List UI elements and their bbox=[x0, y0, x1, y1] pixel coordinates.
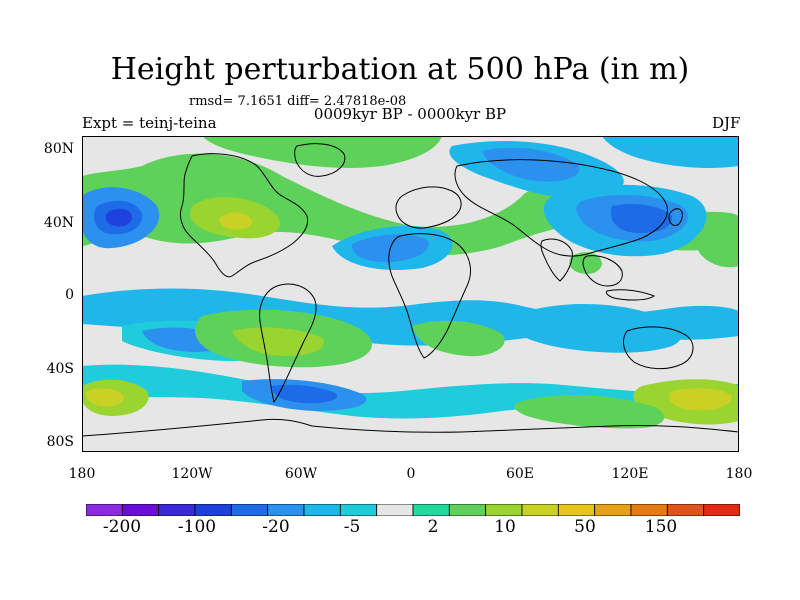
coast-europe bbox=[395, 186, 462, 229]
colorbar-box bbox=[666, 504, 705, 516]
lat-label-80n: 80N bbox=[43, 141, 74, 157]
coast-japan bbox=[668, 208, 683, 226]
colorbar-label-2: 2 bbox=[427, 517, 439, 537]
map-frame bbox=[82, 136, 739, 452]
lon-label-0: 0 bbox=[406, 466, 416, 482]
coast-australia bbox=[623, 326, 694, 370]
colorbar-box bbox=[303, 504, 341, 516]
coast-asia bbox=[454, 159, 668, 257]
contour-so-negative-core-2 bbox=[272, 384, 338, 404]
colorbar-box bbox=[448, 504, 487, 516]
colorbar-label-minus-100: -100 bbox=[177, 517, 217, 537]
colorbar-box bbox=[557, 504, 596, 516]
lon-label-180w: 180 bbox=[68, 466, 96, 482]
colorbar bbox=[86, 504, 740, 516]
contour-south-pacific-orange bbox=[86, 388, 125, 407]
colorbar-box bbox=[339, 504, 378, 516]
contour-eurasia-low-inner bbox=[482, 147, 580, 182]
colorbar-box bbox=[158, 504, 196, 516]
contour-nh-orange-spot bbox=[219, 212, 253, 230]
colorbar-box bbox=[703, 504, 740, 516]
season-label: DJF bbox=[712, 114, 741, 132]
coastlines bbox=[82, 143, 739, 437]
contour-easia-low-inner bbox=[610, 204, 673, 234]
colorbar-box bbox=[194, 504, 232, 516]
coast-greenland bbox=[294, 143, 346, 177]
lat-label-equator: 0 bbox=[65, 287, 74, 303]
colorbar-box bbox=[521, 504, 559, 516]
contour-antarctic-positive bbox=[514, 394, 665, 429]
contour-west-pacific-positive bbox=[695, 225, 739, 268]
lon-label-60w: 60W bbox=[284, 466, 318, 482]
colorbar-box bbox=[412, 504, 450, 516]
colorbar-box bbox=[630, 504, 668, 516]
plot-title: Height perturbation at 500 hPa (in m) bbox=[110, 52, 690, 87]
lat-label-40s: 40S bbox=[46, 361, 74, 377]
experiment-label: Expt = teinj-teina bbox=[82, 114, 217, 132]
plot-subtitle: 0009kyr BP - 0000kyr BP bbox=[313, 105, 507, 123]
coast-indonesia bbox=[605, 289, 656, 301]
colorbar-box bbox=[376, 504, 414, 516]
contour-npacific-low-core bbox=[105, 208, 132, 227]
colorbar-label-minus-200: -200 bbox=[102, 517, 142, 537]
lon-label-120w: 120W bbox=[171, 466, 213, 482]
contour-siberia-low bbox=[602, 136, 739, 168]
coast-south-america bbox=[259, 283, 317, 404]
colorbar-box bbox=[230, 504, 269, 516]
contour-arctic-positive bbox=[202, 136, 442, 169]
colorbar-box bbox=[485, 504, 523, 516]
contour-south-indian-positive bbox=[412, 320, 505, 357]
colorbar-box bbox=[267, 504, 305, 516]
colorbar-label-50: 50 bbox=[574, 517, 596, 537]
contour-south-indian-orange bbox=[669, 388, 733, 411]
contour-fields bbox=[82, 136, 739, 429]
colorbar-label-150: 150 bbox=[644, 517, 678, 537]
colorbar-box bbox=[121, 504, 160, 516]
lon-label-120e: 120E bbox=[611, 466, 649, 482]
contour-india-positive bbox=[569, 252, 602, 274]
lat-label-80s: 80S bbox=[46, 434, 74, 450]
coast-india bbox=[540, 238, 573, 282]
coast-north-america bbox=[179, 153, 309, 278]
coast-africa bbox=[388, 233, 471, 359]
height-perturbation-map bbox=[82, 136, 739, 452]
colorbar-box bbox=[86, 504, 123, 516]
lat-label-40n: 40N bbox=[43, 215, 74, 231]
contour-south-indian-negative bbox=[509, 304, 682, 353]
stats-text: rmsd= 7.1651 diff= 2.47818e-08 bbox=[189, 94, 407, 109]
contour-satl-positive-inner bbox=[232, 327, 324, 356]
lon-label-60e: 60E bbox=[505, 466, 535, 482]
colorbar-label-minus-20: -20 bbox=[262, 517, 290, 537]
lon-label-180e: 180 bbox=[725, 466, 753, 482]
coast-southeast-asia bbox=[582, 255, 623, 287]
colorbar-label-10: 10 bbox=[494, 517, 516, 537]
colorbar-label-minus-5: -5 bbox=[343, 517, 361, 537]
colorbar-box bbox=[594, 504, 632, 516]
coast-antarctica bbox=[82, 418, 739, 437]
